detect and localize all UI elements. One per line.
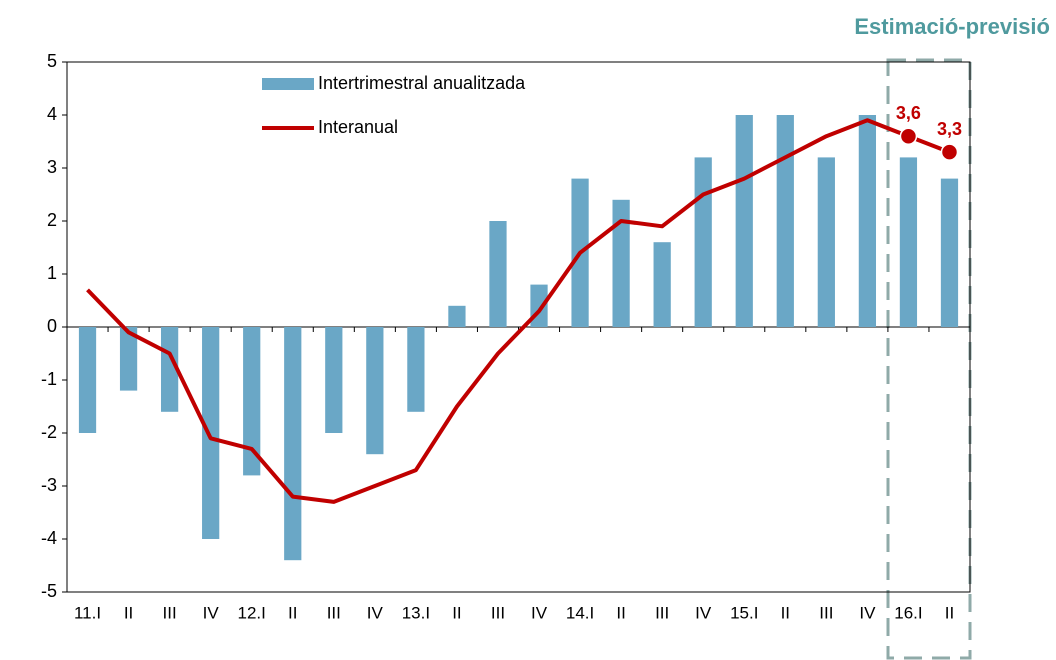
bar: [366, 327, 384, 455]
x-tick-label: 12.I: [238, 603, 266, 622]
y-tick-label: 4: [47, 104, 57, 124]
bar: [448, 305, 466, 327]
bar: [940, 178, 959, 327]
point-marker: [940, 143, 959, 161]
bar: [325, 327, 343, 433]
bar: [735, 115, 753, 327]
bar: [653, 242, 671, 327]
y-tick-label: -2: [41, 422, 57, 442]
data-label: 3,3: [937, 119, 962, 139]
y-tick-label: 2: [47, 210, 57, 230]
x-tick-label: IV: [859, 603, 876, 622]
y-tick-label: 3: [47, 157, 57, 177]
point-marker: [899, 127, 918, 145]
x-tick-label: 13.I: [402, 603, 430, 622]
y-tick-label: -3: [41, 475, 57, 495]
annotation: Estimació-previsió: [854, 14, 1050, 39]
bar: [858, 115, 877, 327]
bar: [160, 327, 179, 412]
data-label: 3,6: [896, 103, 921, 123]
bar: [817, 157, 835, 327]
y-tick-label: -5: [41, 581, 57, 601]
bar: [407, 327, 425, 412]
y-tick-label: -1: [41, 369, 57, 389]
x-tick-label: III: [163, 603, 177, 622]
x-tick-label: III: [655, 603, 669, 622]
x-tick-label: II: [288, 603, 297, 622]
x-tick-label: 14.I: [566, 603, 594, 622]
bar: [78, 327, 97, 433]
x-tick-label: III: [491, 603, 505, 622]
x-tick-label: 16.I: [894, 603, 922, 622]
bar: [776, 115, 794, 327]
bar: [119, 327, 138, 391]
x-tick-label: II: [945, 603, 954, 622]
y-tick-label: -4: [41, 528, 57, 548]
bar: [202, 327, 220, 539]
x-tick-label: 15.I: [730, 603, 758, 622]
x-tick-label: III: [819, 603, 833, 622]
y-tick-label: 1: [47, 263, 57, 283]
bar: [612, 199, 630, 327]
x-tick-label: IV: [367, 603, 384, 622]
line: [86, 118, 951, 504]
x-tick-label: II: [781, 603, 790, 622]
y-tick-label: 0: [47, 316, 57, 336]
x-tick-label: 11.I: [74, 603, 101, 622]
x-tick-label: IV: [203, 603, 220, 622]
x-tick-label: II: [616, 603, 625, 622]
x-tick-label: III: [327, 603, 341, 622]
legend-label: Intertrimestral anualitzada: [318, 73, 526, 93]
bar: [899, 157, 918, 327]
legend-swatch: [262, 78, 314, 90]
x-tick-label: II: [452, 603, 461, 622]
bar: [489, 221, 507, 327]
bar: [284, 327, 302, 561]
bar: [243, 327, 261, 476]
x-tick-label: II: [124, 603, 133, 622]
x-tick-label: IV: [695, 603, 712, 622]
y-tick-label: 5: [47, 51, 57, 71]
legend-label: Interanual: [318, 117, 398, 137]
bar: [694, 157, 712, 327]
x-tick-label: IV: [531, 603, 548, 622]
